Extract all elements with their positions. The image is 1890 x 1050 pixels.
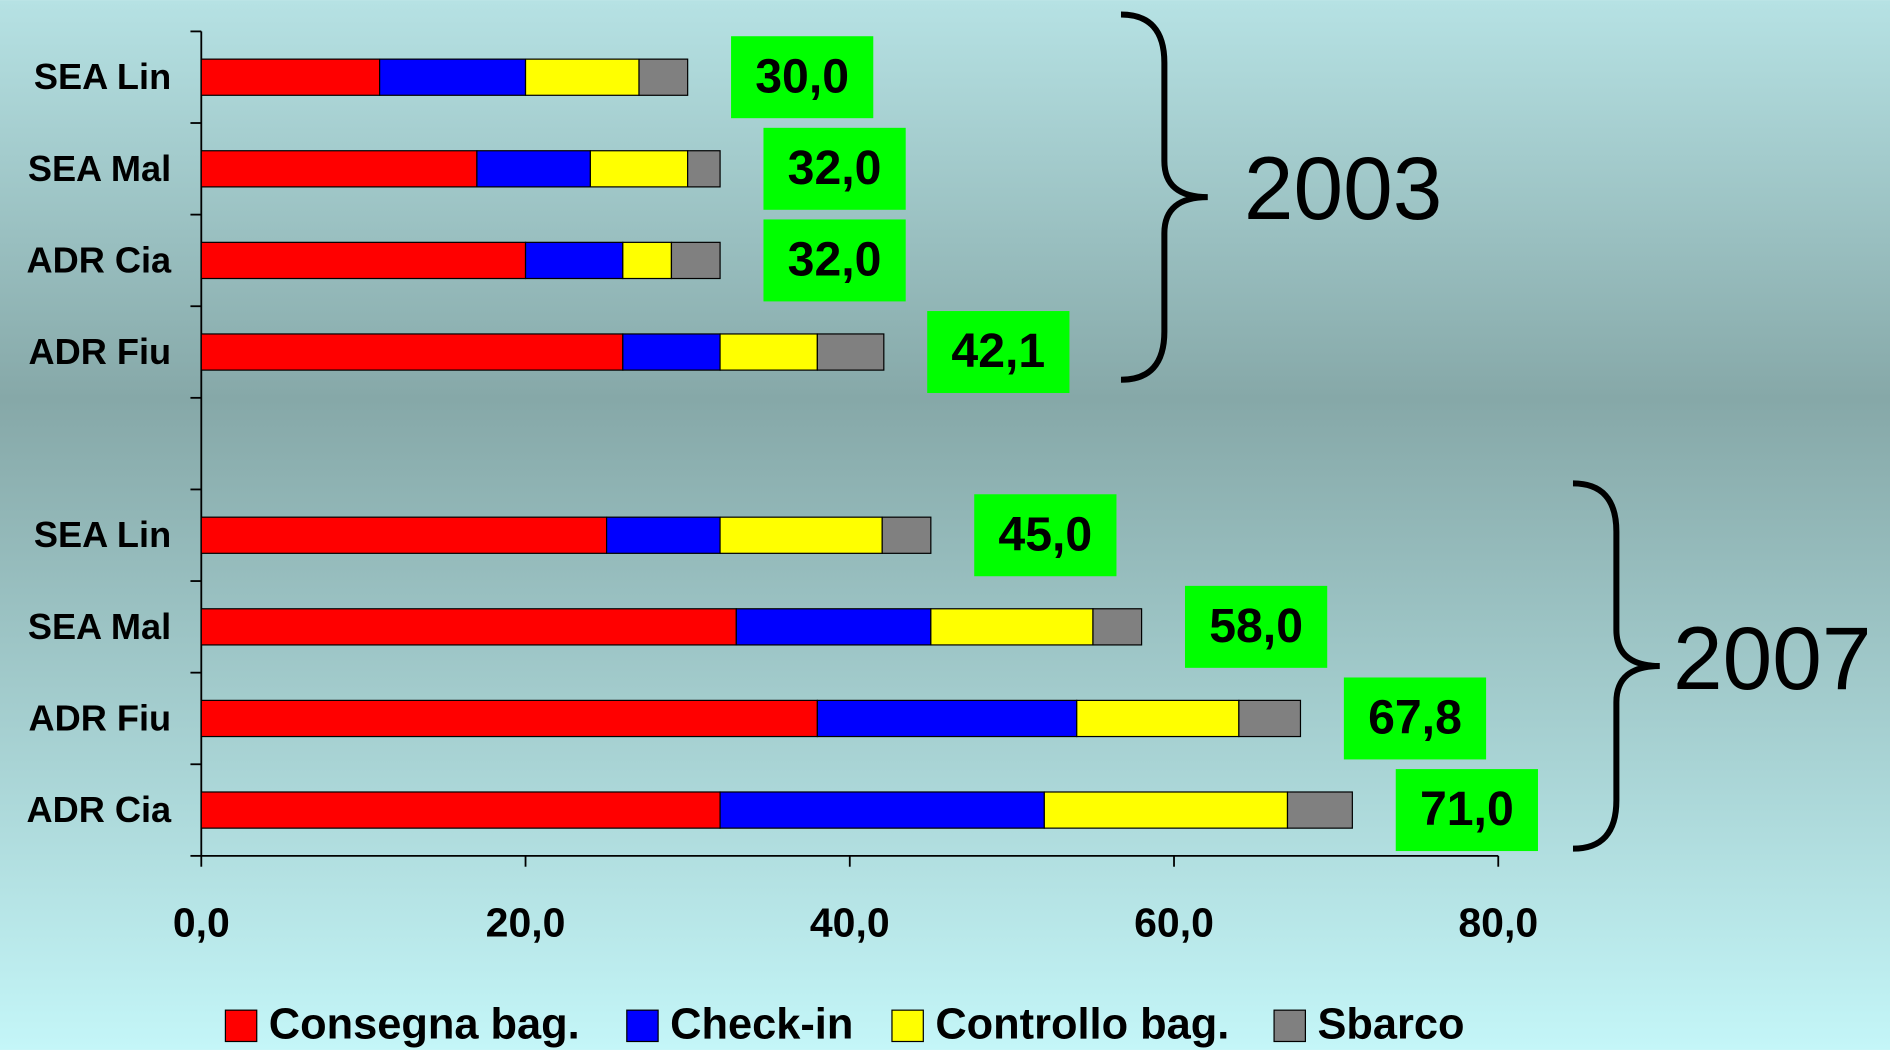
total-label: 58,0 (1209, 599, 1303, 653)
bar-segment (881, 516, 932, 554)
x-tick-label: 20,0 (486, 900, 566, 946)
y-tick-label: ADR Fiu (29, 697, 172, 738)
bar-segment (379, 58, 527, 96)
bar-segment (200, 241, 527, 280)
legend-swatch (1273, 1009, 1307, 1043)
x-tick-label: 0,0 (173, 900, 230, 946)
bar-segment (1076, 699, 1240, 738)
brace (1120, 11, 1208, 383)
total-label: 42,1 (951, 324, 1045, 378)
x-tick-label: 80,0 (1458, 900, 1538, 946)
bar-segment (816, 333, 885, 371)
total-label: 32,0 (788, 141, 882, 195)
total-label: 67,8 (1368, 691, 1462, 745)
bar-segment (1286, 791, 1353, 829)
bar-segment (200, 608, 737, 646)
total-label-box (1184, 585, 1328, 668)
bar-segment (1043, 791, 1289, 829)
x-tick-label: 40,0 (810, 900, 890, 946)
x-tick-label: 60,0 (1134, 900, 1214, 946)
bar-segment (524, 58, 640, 96)
bar-segment (638, 58, 689, 96)
bar-segment (670, 241, 721, 280)
bar-segment (200, 699, 818, 738)
bar-segment (1238, 699, 1302, 738)
bar-segment (200, 516, 608, 554)
bar-segment (524, 241, 624, 280)
bar-segment (930, 608, 1094, 646)
bar-segment (200, 791, 721, 829)
legend-swatch (891, 1009, 924, 1043)
total-label-box (974, 494, 1117, 577)
total-label: 45,0 (998, 507, 1092, 561)
bar-segment (200, 333, 624, 371)
bar-segment (200, 150, 478, 188)
y-tick-label: SEA Lin (34, 514, 171, 555)
legend-swatch (626, 1009, 659, 1043)
total-label: 32,0 (788, 233, 882, 287)
total-label-box (1343, 677, 1487, 760)
brace (1572, 480, 1660, 852)
total-label-box (1395, 769, 1538, 852)
bar-segment (589, 150, 689, 188)
total-label-box (731, 36, 874, 119)
bar-segment (719, 791, 1045, 829)
bar-segment (719, 516, 883, 554)
y-tick-label: ADR Cia (27, 789, 173, 830)
total-label: 30,0 (755, 49, 849, 103)
bar-segment (1092, 608, 1143, 646)
bar-segment (735, 608, 932, 646)
annotation: 2003 (1244, 138, 1442, 238)
legend-label: Consegna bag. (269, 1001, 580, 1049)
bar-segment (622, 333, 721, 371)
total-label-box (763, 127, 906, 210)
bar-segment (719, 333, 818, 371)
y-tick-label: SEA Mal (28, 606, 171, 647)
y-tick-label: ADR Cia (27, 239, 173, 280)
legend-label: Check-in (670, 1001, 853, 1049)
total-label-box (763, 219, 906, 302)
annotation: 2007 (1673, 608, 1871, 708)
bar-segment (622, 241, 673, 280)
bar-segment (816, 699, 1078, 738)
legend-swatch (224, 1009, 258, 1043)
bar-segment (605, 516, 721, 554)
bar-segment (687, 150, 721, 188)
legend-label: Controllo bag. (935, 1001, 1229, 1049)
legend-label: Sbarco (1317, 1001, 1464, 1049)
y-tick-label: SEA Lin (34, 56, 171, 97)
bar-segment (476, 150, 591, 188)
total-label-box (927, 311, 1070, 394)
total-label: 71,0 (1420, 782, 1514, 836)
y-tick-label: SEA Mal (28, 148, 171, 189)
bar-segment (200, 58, 381, 96)
y-tick-label: ADR Fiu (29, 331, 172, 372)
